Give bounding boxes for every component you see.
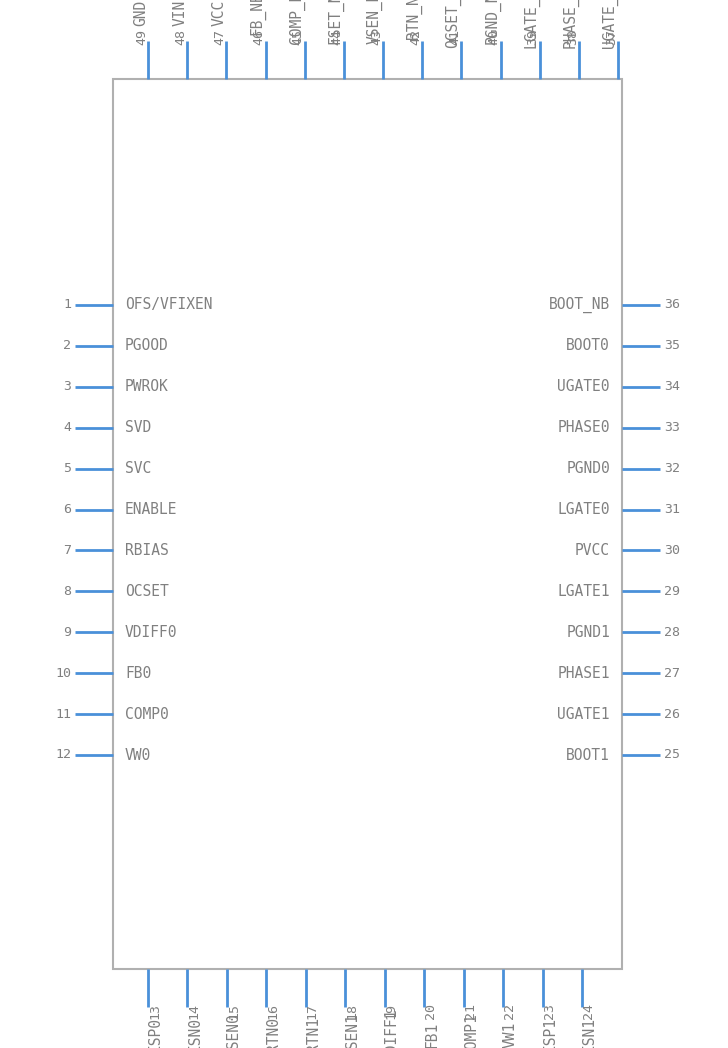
Text: 12: 12 <box>55 748 71 762</box>
Text: VDIFF1: VDIFF1 <box>384 1009 400 1048</box>
Text: 9: 9 <box>63 626 71 639</box>
Text: PGOOD: PGOOD <box>125 339 169 353</box>
Text: 47: 47 <box>213 29 226 45</box>
Text: 8: 8 <box>63 585 71 597</box>
Text: PHASE_NB: PHASE_NB <box>563 0 579 48</box>
Text: 36: 36 <box>664 299 680 311</box>
Text: 43: 43 <box>370 29 383 45</box>
Text: FB0: FB0 <box>125 665 151 681</box>
Text: LGATE0: LGATE0 <box>558 502 610 517</box>
Text: FB1: FB1 <box>424 1022 439 1048</box>
Text: 25: 25 <box>664 748 680 762</box>
Text: PGND0: PGND0 <box>566 461 610 476</box>
Text: FB_NB: FB_NB <box>249 0 266 35</box>
Text: PVCC: PVCC <box>575 543 610 558</box>
Text: 29: 29 <box>664 585 680 597</box>
Text: SVC: SVC <box>125 461 151 476</box>
Text: LGATE1: LGATE1 <box>558 584 610 598</box>
Text: VDIFF0: VDIFF0 <box>125 625 178 639</box>
Text: OCSET_NB: OCSET_NB <box>445 0 462 48</box>
Text: OCSET: OCSET <box>125 584 169 598</box>
Text: 48: 48 <box>174 29 187 45</box>
Text: ISN1: ISN1 <box>582 1018 597 1048</box>
Text: PHASE0: PHASE0 <box>558 420 610 435</box>
Text: ISN0: ISN0 <box>187 1018 202 1048</box>
Text: UGATE_NB: UGATE_NB <box>602 0 618 48</box>
Text: VSEN1: VSEN1 <box>345 1013 360 1048</box>
Text: 31: 31 <box>664 503 680 516</box>
Text: UGATE0: UGATE0 <box>558 379 610 394</box>
Text: VIN: VIN <box>172 0 187 26</box>
Text: ISP0: ISP0 <box>148 1018 163 1048</box>
Text: PWROK: PWROK <box>125 379 169 394</box>
Text: 15: 15 <box>227 1003 240 1019</box>
Text: UGATE1: UGATE1 <box>558 706 610 722</box>
Text: 37: 37 <box>605 29 618 45</box>
Text: COMP0: COMP0 <box>125 706 169 722</box>
Text: BOOT_NB: BOOT_NB <box>549 297 610 313</box>
Text: VSEN_NB: VSEN_NB <box>367 0 383 44</box>
Text: RTN_NB: RTN_NB <box>406 0 422 39</box>
Text: VSEN0: VSEN0 <box>227 1013 242 1048</box>
Text: 11: 11 <box>55 707 71 721</box>
Text: 35: 35 <box>664 340 680 352</box>
Text: ISP1: ISP1 <box>542 1018 558 1048</box>
Text: 5: 5 <box>63 462 71 475</box>
Text: BOOT1: BOOT1 <box>566 747 610 763</box>
Text: 34: 34 <box>664 380 680 393</box>
Text: 16: 16 <box>266 1003 280 1019</box>
Text: 41: 41 <box>448 29 462 45</box>
Text: 6: 6 <box>63 503 71 516</box>
Text: 22: 22 <box>503 1003 516 1019</box>
Text: 7: 7 <box>63 544 71 556</box>
Text: GND: GND <box>133 0 148 26</box>
Text: 1: 1 <box>63 299 71 311</box>
Text: VW0: VW0 <box>125 747 151 763</box>
Text: PHASE1: PHASE1 <box>558 665 610 681</box>
Text: ENABLE: ENABLE <box>125 502 178 517</box>
Bar <box>113 79 622 969</box>
Text: BOOT0: BOOT0 <box>566 339 610 353</box>
Text: RTN1: RTN1 <box>306 1018 321 1048</box>
Text: FSET_NB: FSET_NB <box>328 0 344 44</box>
Text: 24: 24 <box>582 1003 595 1019</box>
Text: 38: 38 <box>566 29 579 45</box>
Text: 10: 10 <box>55 667 71 680</box>
Text: 17: 17 <box>306 1003 319 1019</box>
Text: 26: 26 <box>664 707 680 721</box>
Text: 2: 2 <box>63 340 71 352</box>
Text: 46: 46 <box>253 29 266 45</box>
Text: COMP_NB: COMP_NB <box>288 0 304 44</box>
Text: COMP1: COMP1 <box>464 1013 478 1048</box>
Text: 20: 20 <box>424 1003 438 1019</box>
Text: 30: 30 <box>664 544 680 556</box>
Text: 14: 14 <box>187 1003 200 1019</box>
Text: RTN0: RTN0 <box>266 1018 281 1048</box>
Text: PGND1: PGND1 <box>566 625 610 639</box>
Text: 39: 39 <box>526 29 539 45</box>
Text: 18: 18 <box>345 1003 358 1019</box>
Text: 23: 23 <box>542 1003 555 1019</box>
Text: 13: 13 <box>148 1003 161 1019</box>
Text: 44: 44 <box>331 29 344 45</box>
Text: OFS/VFIXEN: OFS/VFIXEN <box>125 298 213 312</box>
Text: RBIAS: RBIAS <box>125 543 169 558</box>
Text: VW1: VW1 <box>503 1022 518 1048</box>
Text: 45: 45 <box>292 29 304 45</box>
Text: 21: 21 <box>464 1003 477 1019</box>
Text: LGATE_NB: LGATE_NB <box>523 0 539 48</box>
Text: 19: 19 <box>384 1003 397 1019</box>
Text: 3: 3 <box>63 380 71 393</box>
Text: 27: 27 <box>664 667 680 680</box>
Text: SVD: SVD <box>125 420 151 435</box>
Text: 49: 49 <box>135 29 148 45</box>
Text: 42: 42 <box>409 29 422 45</box>
Text: 32: 32 <box>664 462 680 475</box>
Text: VCC: VCC <box>211 0 226 26</box>
Text: PGND_NB: PGND_NB <box>484 0 501 44</box>
Text: 4: 4 <box>63 421 71 434</box>
Text: 33: 33 <box>664 421 680 434</box>
Text: 40: 40 <box>488 29 501 45</box>
Text: 28: 28 <box>664 626 680 639</box>
